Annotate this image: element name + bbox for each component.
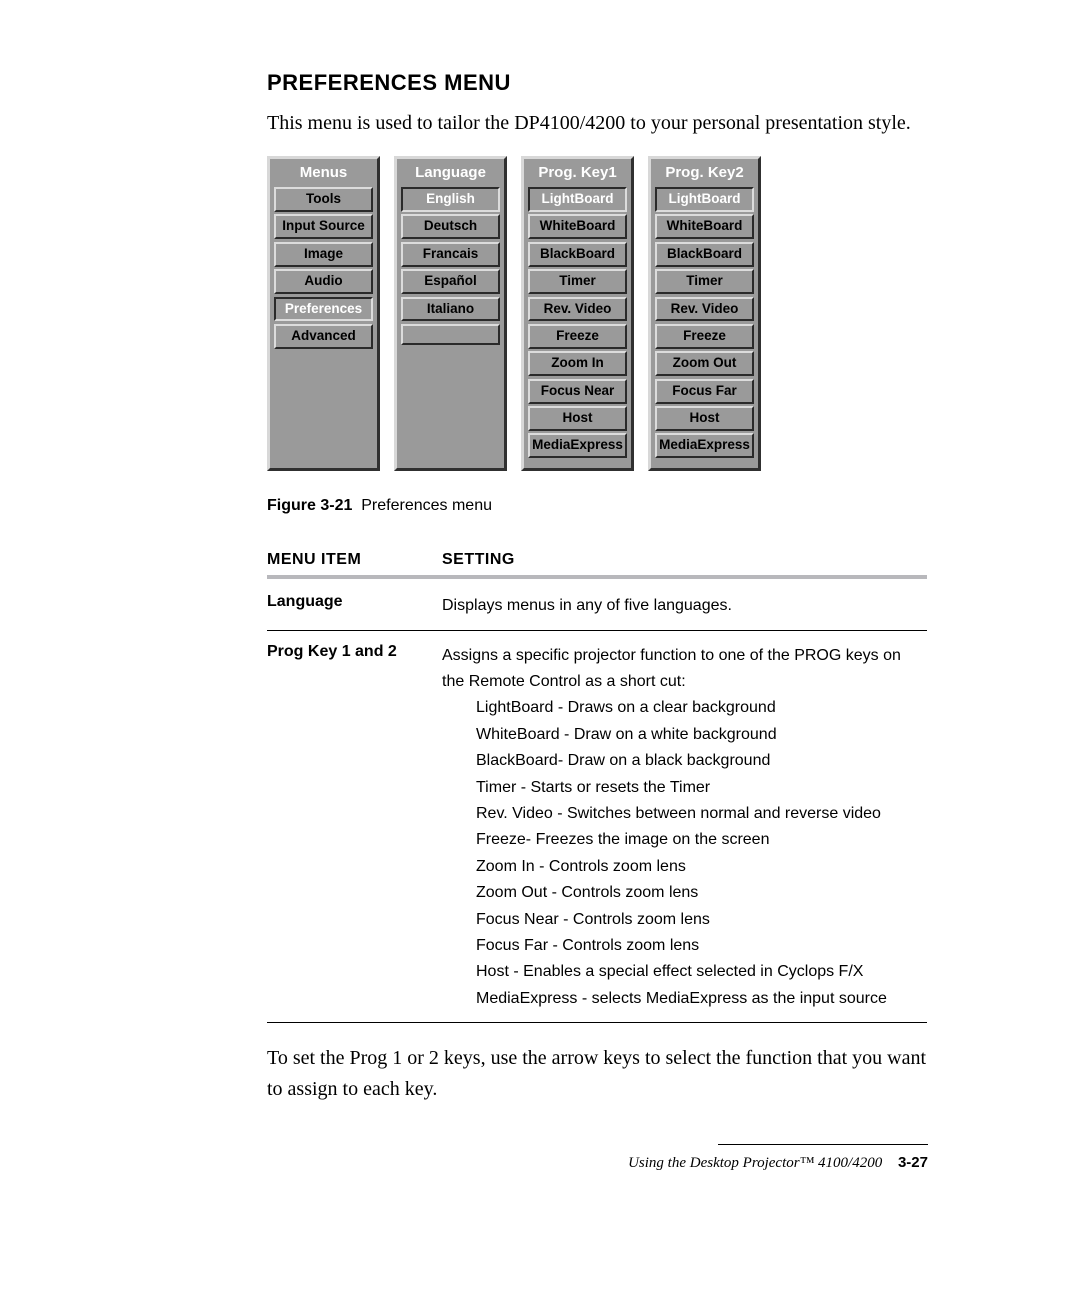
setting-sub-item: MediaExpress - selects MediaExpress as t… [476, 986, 927, 1012]
setting-lead: Assigns a specific projector function to… [442, 643, 927, 696]
setting-sub-item: Timer - Starts or resets the Timer [476, 775, 927, 801]
menu-column: Prog. Key2LightBoardWhiteBoard BlackBoard… [648, 156, 761, 471]
menu-column: Prog. Key1LightBoardWhiteBoard BlackBoard… [521, 156, 634, 471]
table-row-rule [267, 1022, 927, 1023]
menu-column: MenusToolsInput Source ImageAudio Preferen… [267, 156, 380, 471]
setting-sub-item: WhiteBoard - Draw on a white background [476, 722, 927, 748]
figure-label: Figure 3-21 [267, 497, 352, 514]
setting-lead: Displays menus in any of five languages. [442, 593, 927, 619]
menu-column-header: Language [415, 159, 486, 187]
setting-sub-item: LightBoard - Draws on a clear background [476, 695, 927, 721]
table-cell-setting: Assigns a specific projector function to… [442, 643, 927, 1012]
menu-column-header: Prog. Key1 [538, 159, 616, 187]
outro-paragraph: To set the Prog 1 or 2 keys, use the arr… [267, 1043, 927, 1105]
menu-button[interactable]: Host [528, 406, 627, 431]
menu-button[interactable]: Freeze [655, 324, 754, 349]
settings-table: MENU ITEM SETTING Language Displays menus… [267, 551, 927, 1023]
menu-button[interactable]: Zoom Out [655, 351, 754, 376]
menu-button[interactable]: Francais [401, 242, 500, 267]
section-heading: PREFERENCES MENU [267, 70, 927, 96]
menu-button[interactable]: Italiano [401, 297, 500, 322]
figure-caption: Figure 3-21 Preferences menu [267, 497, 927, 515]
menu-button-stack: EnglishDeutsch FrancaisEspañol Italiano [401, 187, 500, 345]
table-body: Language Displays menus in any of five la… [267, 593, 927, 1023]
table-row-rule [267, 630, 927, 631]
table-header-rule [267, 575, 927, 579]
figure-caption-text: Preferences menu [361, 497, 492, 514]
footer-rule [718, 1144, 928, 1145]
menu-column: LanguageEnglishDeutsch FrancaisEspañol Ita… [394, 156, 507, 471]
table-cell-setting: Displays menus in any of five languages. [442, 593, 927, 619]
menu-button[interactable]: BlackBoard [528, 242, 627, 267]
table-header-row: MENU ITEM SETTING [267, 551, 927, 569]
menu-button[interactable]: Focus Far [655, 379, 754, 404]
page-footer: Using the Desktop Projector™ 4100/4200 3… [590, 1154, 928, 1172]
menu-button[interactable]: Tools [274, 187, 373, 212]
menu-button[interactable]: Timer [655, 269, 754, 294]
menu-button[interactable]: English [401, 187, 500, 212]
table-cell-menu-item: Language [267, 593, 422, 619]
table-header-setting: SETTING [442, 551, 927, 569]
preferences-menu-figure: MenusToolsInput Source ImageAudio Preferen… [267, 156, 927, 471]
menu-button[interactable]: Preferences [274, 297, 373, 322]
menu-button[interactable]: Host [655, 406, 754, 431]
setting-sub-item: Zoom Out - Controls zoom lens [476, 880, 927, 906]
table-row: Prog Key 1 and 2 Assigns a specific proje… [267, 643, 927, 1012]
menu-button[interactable]: Audio [274, 269, 373, 294]
menu-button-stack: ToolsInput Source ImageAudio PreferencesAd… [274, 187, 373, 349]
setting-sub-item: Rev. Video - Switches between normal and… [476, 801, 927, 827]
menu-button-stack: LightBoardWhiteBoard BlackBoardTimer Rev. … [528, 187, 627, 458]
menu-button[interactable]: WhiteBoard [655, 214, 754, 239]
menu-button[interactable]: MediaExpress [655, 433, 754, 458]
table-row: Language Displays menus in any of five la… [267, 593, 927, 619]
table-header-menu-item: MENU ITEM [267, 551, 422, 569]
menu-button[interactable]: WhiteBoard [528, 214, 627, 239]
menu-button[interactable]: Deutsch [401, 214, 500, 239]
menu-button[interactable]: Image [274, 242, 373, 267]
menu-column-header: Menus [300, 159, 348, 187]
setting-sub-item: Zoom In - Controls zoom lens [476, 854, 927, 880]
menu-button[interactable]: BlackBoard [655, 242, 754, 267]
menu-button[interactable]: Focus Near [528, 379, 627, 404]
menu-button[interactable]: Zoom In [528, 351, 627, 376]
menu-button[interactable]: Freeze [528, 324, 627, 349]
menu-button[interactable]: LightBoard [528, 187, 627, 212]
footer-text: Using the Desktop Projector™ 4100/4200 [628, 1155, 882, 1171]
page-content: PREFERENCES MENU This menu is used to ta… [267, 70, 927, 1105]
intro-paragraph: This menu is used to tailor the DP4100/4… [267, 108, 927, 138]
menu-button[interactable]: Rev. Video [655, 297, 754, 322]
menu-button[interactable]: Timer [528, 269, 627, 294]
menu-column-header: Prog. Key2 [665, 159, 743, 187]
setting-sub-item: Focus Far - Controls zoom lens [476, 933, 927, 959]
menu-button[interactable]: Rev. Video [528, 297, 627, 322]
setting-sub-item: Freeze- Freezes the image on the screen [476, 827, 927, 853]
table-cell-menu-item: Prog Key 1 and 2 [267, 643, 422, 1012]
menu-button[interactable]: MediaExpress [528, 433, 627, 458]
setting-sub-item: Host - Enables a special effect selected… [476, 959, 927, 985]
setting-sub-item: BlackBoard- Draw on a black background [476, 748, 927, 774]
menu-button-stack: LightBoardWhiteBoard BlackBoardTimer Rev. … [655, 187, 754, 458]
setting-sub-item: Focus Near - Controls zoom lens [476, 907, 927, 933]
menu-button[interactable]: LightBoard [655, 187, 754, 212]
page-number: 3-27 [898, 1154, 928, 1171]
menu-spacer [401, 324, 500, 345]
menu-button[interactable]: Advanced [274, 324, 373, 349]
menu-button[interactable]: Español [401, 269, 500, 294]
menu-button[interactable]: Input Source [274, 214, 373, 239]
setting-sub-list: LightBoard - Draws on a clear background… [442, 695, 927, 1012]
